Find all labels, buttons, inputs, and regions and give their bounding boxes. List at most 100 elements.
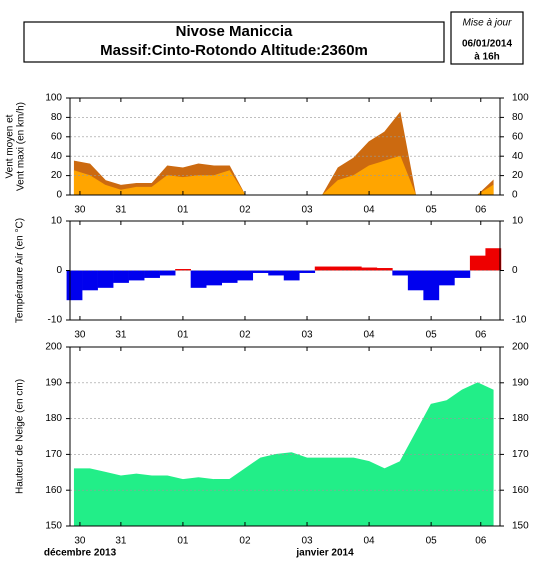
update-label: Mise à jour bbox=[463, 18, 513, 29]
x-tick-label: 06 bbox=[475, 205, 487, 216]
y-tick-label: 0 bbox=[56, 265, 62, 276]
y-tick-label: 40 bbox=[51, 151, 63, 162]
bar bbox=[159, 270, 176, 276]
bar bbox=[469, 255, 486, 271]
x-tick-label: 31 bbox=[115, 330, 127, 341]
x-tick-label: 03 bbox=[301, 330, 313, 341]
bar bbox=[423, 270, 440, 301]
plot-area bbox=[70, 98, 500, 195]
update-time: à 16h bbox=[474, 52, 500, 63]
y-tick-label: 40 bbox=[512, 151, 524, 162]
x-tick-label: 03 bbox=[301, 536, 313, 547]
x-tick-label: 01 bbox=[177, 330, 189, 341]
subtitle: Massif:Cinto-Rotondo Altitude:2360m bbox=[100, 42, 368, 59]
bar bbox=[252, 270, 269, 273]
bar bbox=[113, 270, 129, 283]
bar bbox=[237, 270, 254, 281]
y-tick-label: 190 bbox=[45, 377, 62, 388]
y-tick-label: 20 bbox=[512, 170, 524, 181]
y-tick-label: 160 bbox=[512, 485, 529, 496]
bar bbox=[299, 270, 316, 273]
y-tick-label: 60 bbox=[512, 131, 524, 142]
x-tick-label: 01 bbox=[177, 536, 189, 547]
y-tick-label: 190 bbox=[512, 377, 529, 388]
x-tick-label: 04 bbox=[364, 536, 376, 547]
bar bbox=[361, 267, 378, 271]
x-tick-label: 04 bbox=[364, 330, 376, 341]
y-tick-label: 200 bbox=[512, 342, 529, 353]
bar bbox=[407, 270, 424, 291]
y-tick-label: 200 bbox=[45, 342, 62, 353]
y-tick-label: 60 bbox=[51, 131, 63, 142]
bar bbox=[66, 270, 83, 301]
bar bbox=[283, 270, 300, 281]
y-tick-label: 100 bbox=[45, 93, 62, 104]
y-tick-label: 180 bbox=[512, 413, 529, 424]
x-tick-label: 30 bbox=[74, 536, 86, 547]
title: Nivose Maniccia bbox=[176, 23, 293, 40]
bar bbox=[376, 268, 393, 271]
y-tick-label: 10 bbox=[512, 216, 524, 227]
bar bbox=[190, 270, 207, 288]
x-tick-label: 31 bbox=[115, 205, 127, 216]
x-tick-label: 02 bbox=[239, 205, 251, 216]
bar bbox=[144, 270, 160, 278]
bar bbox=[268, 270, 285, 276]
x-tick-label: 04 bbox=[364, 205, 376, 216]
update-box bbox=[450, 11, 524, 65]
x-tick-label: 02 bbox=[239, 330, 251, 341]
x-tick-label: 05 bbox=[426, 330, 438, 341]
bar bbox=[221, 270, 238, 283]
month-label: janvier 2014 bbox=[295, 548, 354, 559]
y-tick-label: 10 bbox=[51, 216, 63, 227]
y-tick-label: 180 bbox=[45, 413, 62, 424]
y-tick-label: 100 bbox=[512, 93, 529, 104]
bar bbox=[485, 248, 502, 271]
y-tick-label: 0 bbox=[512, 265, 518, 276]
y-axis-label: Vent moyen et bbox=[5, 114, 16, 178]
bar bbox=[128, 270, 145, 281]
update-date: 06/01/2014 bbox=[462, 39, 512, 50]
y-tick-label: 0 bbox=[56, 190, 62, 201]
bar bbox=[206, 270, 223, 286]
x-tick-label: 06 bbox=[475, 536, 487, 547]
y-tick-label: 80 bbox=[51, 112, 63, 123]
x-tick-label: 01 bbox=[177, 205, 189, 216]
plot-frame bbox=[69, 220, 501, 321]
bar bbox=[345, 266, 362, 271]
bar bbox=[82, 270, 98, 291]
x-tick-label: 03 bbox=[301, 205, 313, 216]
y-tick-label: 80 bbox=[512, 112, 524, 123]
x-tick-label: 30 bbox=[74, 330, 86, 341]
bar bbox=[330, 266, 347, 271]
x-tick-label: 05 bbox=[426, 205, 438, 216]
y-tick-label: 150 bbox=[45, 521, 62, 532]
y-tick-label: 150 bbox=[512, 521, 529, 532]
y-tick-label: 20 bbox=[51, 170, 63, 181]
x-tick-label: 02 bbox=[239, 536, 251, 547]
y-tick-label: -10 bbox=[512, 315, 527, 326]
y-tick-label: 170 bbox=[512, 449, 529, 460]
y-tick-label: 170 bbox=[45, 449, 62, 460]
bar bbox=[314, 266, 331, 271]
y-tick-label: 160 bbox=[45, 485, 62, 496]
month-label: décembre 2013 bbox=[44, 548, 117, 559]
y-tick-label: 0 bbox=[512, 190, 518, 201]
plot-frame bbox=[69, 97, 501, 196]
bar bbox=[438, 270, 455, 286]
plot-frame bbox=[69, 346, 501, 527]
y-tick-label: -10 bbox=[48, 315, 63, 326]
x-tick-label: 05 bbox=[426, 536, 438, 547]
y-axis-label: Vent maxi (en km/h) bbox=[16, 102, 27, 191]
y-axis-label: Hauteur de Neige (en cm) bbox=[15, 379, 26, 494]
bar bbox=[454, 270, 471, 278]
x-tick-label: 06 bbox=[475, 330, 487, 341]
bar bbox=[175, 269, 191, 271]
bar bbox=[97, 270, 114, 288]
y-axis-label: Température Air (en °C) bbox=[15, 218, 26, 323]
x-tick-label: 30 bbox=[74, 205, 86, 216]
title-box bbox=[23, 21, 445, 63]
x-tick-label: 31 bbox=[115, 536, 127, 547]
bar bbox=[392, 270, 409, 276]
